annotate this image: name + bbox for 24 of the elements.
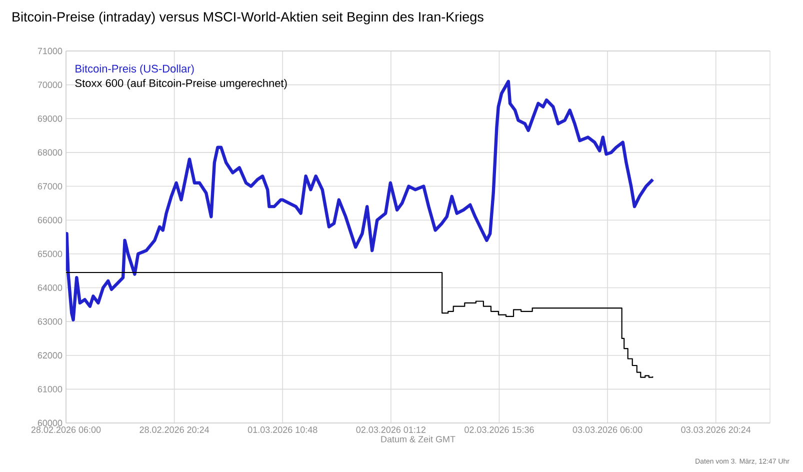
x-tick-label: 28.02.2026 06:00 xyxy=(31,426,101,433)
y-tick-label: 70000 xyxy=(38,82,62,88)
y-tick-label: 68000 xyxy=(38,149,62,156)
chart-title: Bitcoin-Preise (intraday) versus MSCI-World-Aktien seit Beginn des Iran-Kriegs xyxy=(12,12,484,24)
text: Bitcoin-Preis (US-Dollar) xyxy=(76,64,194,75)
x-tick-label: 03.03.2026 20:24 xyxy=(681,426,751,433)
line-series xyxy=(66,80,654,322)
y-tick-label: 71000 xyxy=(38,48,62,54)
y-tick-label: 64000 xyxy=(38,284,62,291)
y-tick-label: 63000 xyxy=(38,318,62,325)
y-tick-label: 66000 xyxy=(38,216,62,224)
x-tick-label: 03.03.2026 06:00 xyxy=(572,426,642,433)
x-tick-label: 28.02.2026 20:24 xyxy=(140,426,210,433)
y-tick-label: 67000 xyxy=(38,183,62,190)
x-tick-label: 02.03.2026 01:12 xyxy=(356,426,426,433)
x-tick-label: 02.03.2026 15:36 xyxy=(464,426,534,433)
text: Stoxx 600 (auf Bitcoin-Preise umgerechnet) xyxy=(75,78,287,90)
x-tick-label: 01.03.2026 10:48 xyxy=(248,426,318,433)
y-tick-label: 69000 xyxy=(38,115,62,122)
y-tick-label: 65000 xyxy=(38,250,62,258)
y-tick-label: 62000 xyxy=(38,352,62,359)
y-tick-label: 60000 xyxy=(38,420,62,426)
x-axis-title: Datum & Zeit GMT xyxy=(381,436,456,442)
y-tick-label: 61000 xyxy=(38,386,62,392)
